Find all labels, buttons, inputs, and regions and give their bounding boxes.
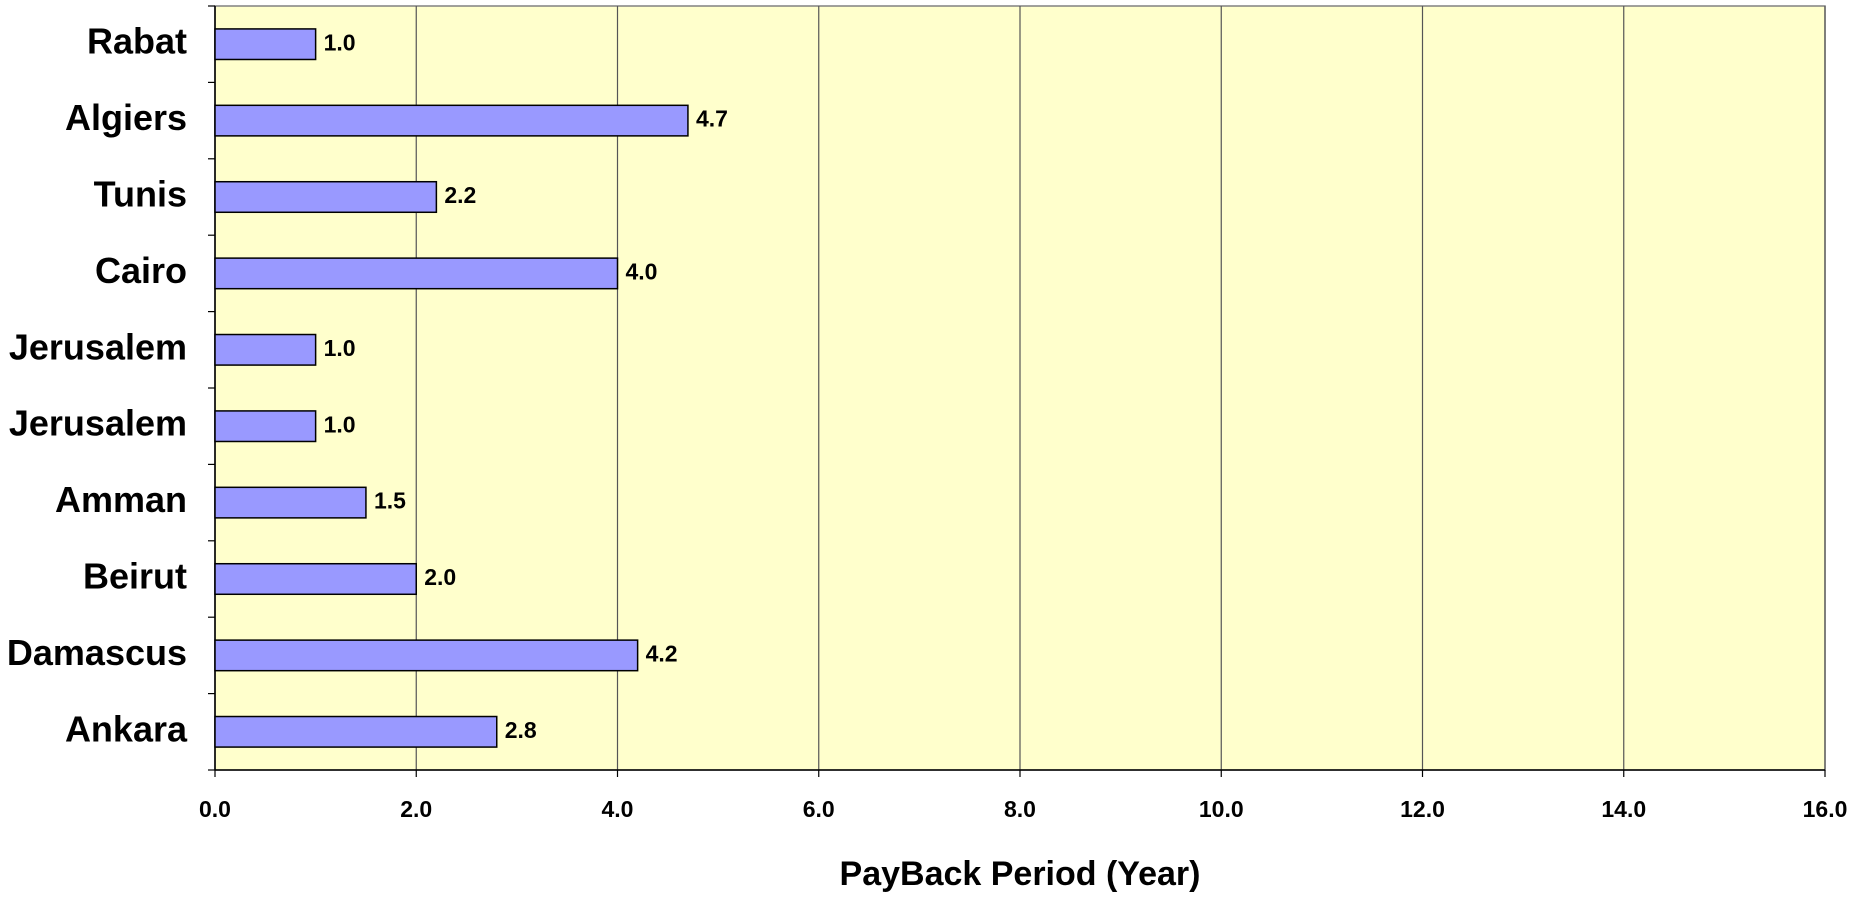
x-tick-label: 16.0 bbox=[1803, 796, 1848, 822]
bar bbox=[214, 410, 317, 443]
bar bbox=[214, 28, 317, 61]
y-tick-label: Jerusalem bbox=[9, 326, 187, 367]
y-tick-label: Ankara bbox=[65, 708, 188, 749]
bar bbox=[214, 562, 417, 596]
y-tick-label: Rabat bbox=[87, 21, 187, 62]
data-label: 1.0 bbox=[324, 411, 356, 437]
bar bbox=[214, 257, 619, 290]
bar bbox=[214, 104, 689, 137]
x-tick-label: 4.0 bbox=[602, 796, 634, 822]
data-label: 4.7 bbox=[696, 106, 728, 132]
data-label: 1.0 bbox=[324, 335, 356, 361]
bar bbox=[214, 180, 438, 214]
data-label: 4.2 bbox=[646, 640, 678, 666]
bar bbox=[214, 639, 639, 672]
y-tick-label: Beirut bbox=[83, 556, 187, 597]
data-label: 1.5 bbox=[374, 488, 406, 514]
x-tick-label: 12.0 bbox=[1400, 796, 1445, 822]
y-tick-label: Amman bbox=[55, 479, 187, 520]
data-label: 2.8 bbox=[505, 717, 537, 743]
data-label: 2.0 bbox=[424, 564, 456, 590]
x-tick-label: 10.0 bbox=[1199, 796, 1244, 822]
data-label: 1.0 bbox=[324, 29, 356, 55]
x-tick-label: 14.0 bbox=[1601, 796, 1646, 822]
bar bbox=[214, 333, 317, 366]
y-tick-label: Tunis bbox=[94, 174, 187, 215]
x-tick-label: 2.0 bbox=[400, 796, 432, 822]
x-tick-label: 0.0 bbox=[199, 796, 231, 822]
bar bbox=[214, 486, 367, 519]
x-tick-label: 6.0 bbox=[803, 796, 835, 822]
bar bbox=[214, 715, 498, 748]
data-label: 2.2 bbox=[444, 182, 476, 208]
y-tick-label: Algiers bbox=[65, 97, 187, 138]
y-tick-label: Cairo bbox=[95, 250, 187, 291]
x-tick-label: 8.0 bbox=[1004, 796, 1036, 822]
data-label: 4.0 bbox=[626, 258, 658, 284]
y-tick-label: Jerusalem bbox=[9, 403, 187, 444]
x-axis-title: PayBack Period (Year) bbox=[840, 855, 1201, 893]
y-tick-label: Damascus bbox=[7, 632, 187, 673]
